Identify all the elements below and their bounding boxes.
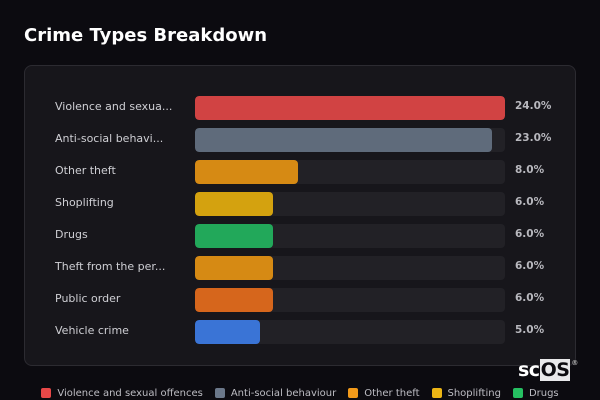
bar-fill[interactable] [195, 256, 273, 280]
bar-label: Anti-social behavi... [55, 132, 164, 145]
bar-track [195, 224, 505, 248]
bar-fill[interactable] [195, 192, 273, 216]
bar-row: Other theft 8.0% [25, 160, 575, 184]
bar-fill[interactable] [195, 288, 273, 312]
legend-swatch-icon [431, 388, 442, 398]
bar-track [195, 96, 505, 120]
legend-swatch-icon [41, 388, 52, 398]
legend-swatch-icon [214, 388, 225, 398]
bar-label: Shoplifting [55, 196, 114, 209]
registered-mark-icon: ® [571, 359, 578, 367]
bar-track [195, 288, 505, 312]
bar-value: 6.0% [515, 228, 545, 240]
chart-title: Crime Types Breakdown [24, 25, 268, 46]
legend-item[interactable]: Anti-social behaviour [214, 386, 337, 400]
bar-value: 6.0% [515, 292, 545, 304]
bar-row: Drugs 6.0% [25, 224, 575, 248]
legend-label: Shoplifting [447, 387, 501, 399]
bar-label: Vehicle crime [55, 324, 129, 337]
bar-value: 23.0% [515, 132, 552, 144]
bar-row: Theft from the per... 6.0% [25, 256, 575, 280]
legend-item[interactable]: Violence and sexual offences [41, 386, 203, 400]
watermark-logo: scOS ® [518, 359, 578, 381]
bar-value: 24.0% [515, 100, 552, 112]
bar-value: 6.0% [515, 196, 545, 208]
chart-card: Violence and sexua... 24.0% Anti-social be… [24, 65, 576, 366]
legend-item[interactable]: Other theft [348, 386, 420, 400]
bar-label: Violence and sexua... [55, 100, 173, 113]
bar-fill[interactable] [195, 96, 505, 120]
bar-label: Drugs [55, 228, 88, 241]
legend-label: Violence and sexual offences [57, 387, 203, 399]
bar-fill[interactable] [195, 320, 260, 344]
bar-value: 6.0% [515, 260, 545, 272]
legend-label: Other theft [364, 387, 420, 399]
bar-track [195, 320, 505, 344]
bar-fill[interactable] [195, 224, 273, 248]
bar-row: Violence and sexua... 24.0% [25, 96, 575, 120]
bar-label: Theft from the per... [55, 260, 166, 273]
legend-item[interactable]: Shoplifting [431, 386, 501, 400]
chart-legend: Violence and sexual offences Anti-social … [0, 386, 600, 400]
bar-value: 8.0% [515, 164, 545, 176]
legend-label: Anti-social behaviour [230, 387, 337, 399]
bar-fill[interactable] [195, 160, 299, 184]
legend-item[interactable]: Drugs [512, 386, 559, 400]
legend-swatch-icon [348, 388, 359, 398]
legend-label: Drugs [528, 387, 559, 399]
bar-track [195, 192, 505, 216]
watermark-highlight: OS [539, 359, 571, 381]
bar-row: Anti-social behavi... 23.0% [25, 128, 575, 152]
bar-label: Other theft [55, 164, 116, 177]
bar-row: Public order 6.0% [25, 288, 575, 312]
watermark-prefix: sc [518, 359, 540, 381]
bar-row: Shoplifting 6.0% [25, 192, 575, 216]
bar-row: Vehicle crime 5.0% [25, 320, 575, 344]
bar-fill[interactable] [195, 128, 493, 152]
legend-swatch-icon [512, 388, 523, 398]
bar-track [195, 128, 505, 152]
bar-track [195, 256, 505, 280]
bar-track [195, 160, 505, 184]
bar-label: Public order [55, 292, 121, 305]
bar-value: 5.0% [515, 324, 545, 336]
